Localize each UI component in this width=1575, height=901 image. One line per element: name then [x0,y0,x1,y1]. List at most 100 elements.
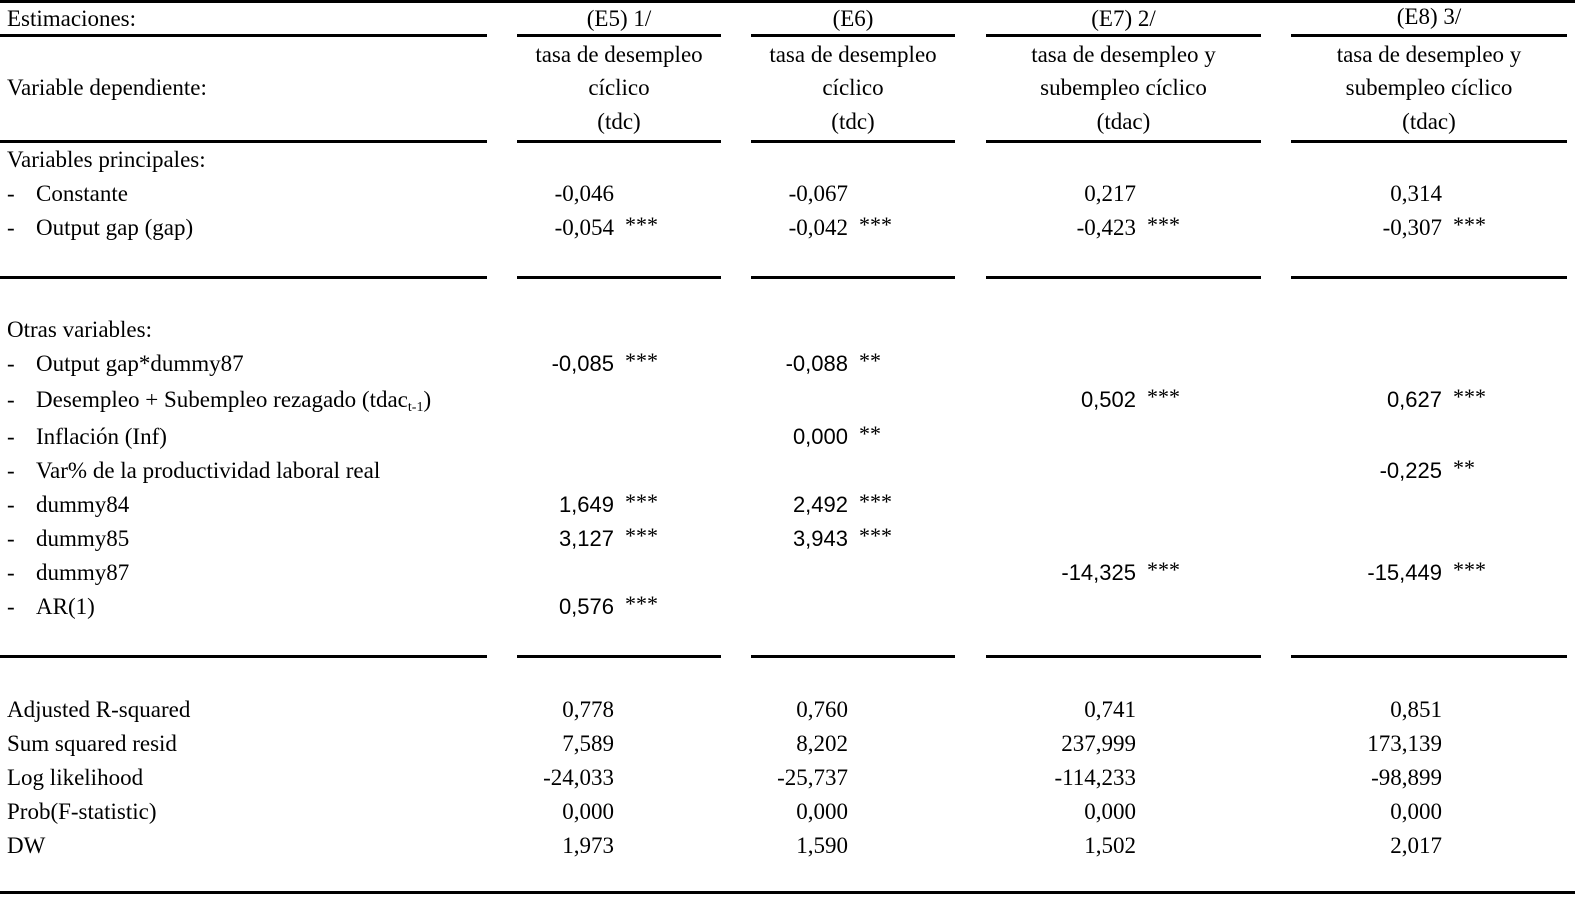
stat-value: 1,502 [1084,833,1136,858]
significance-stars: ** [1453,455,1475,480]
stat-value: 0,000 [796,799,848,824]
main-section-rule [751,276,955,279]
significance-stars: *** [625,489,658,514]
cell-value: 0,000 [792,424,848,449]
dep-var-rule [751,140,955,143]
stat-value: 0,760 [796,697,848,722]
cell-value: -0,085 [551,351,614,376]
cell-value: -0,067 [788,181,848,206]
cell-value: 2,492 [792,492,848,517]
cell-value: 1,649 [558,492,614,517]
row-label: AR(1) [36,594,95,619]
row-label: Var% de la productividad laboral real [36,458,381,483]
row-dash: - [7,594,15,619]
stat-value: 237,999 [1061,731,1136,756]
dep-var-label: Variable dependiente: [7,75,207,100]
cell-value: 0,502 [1080,387,1136,412]
row-label: Output gap*dummy87 [36,351,244,376]
row-dash: - [7,560,15,585]
column-id: (E6) [832,6,874,31]
dep-var-line: (tdc) [597,109,641,134]
stat-value: -98,899 [1371,765,1442,790]
stat-value: 0,741 [1084,697,1136,722]
row-label: Output gap (gap) [36,215,194,240]
significance-stars: *** [859,523,892,548]
row-dash: - [7,181,15,206]
section-title: Otras variables: [7,317,152,342]
cell-value: -0,046 [554,181,614,206]
row-label: dummy85 [36,526,130,551]
significance-stars: *** [625,212,658,237]
stat-value: 8,202 [796,731,848,756]
dep-var-line: (tdc) [831,109,875,134]
stat-value: 0,000 [562,799,614,824]
stat-value: 173,139 [1367,731,1442,756]
stat-value: 1,590 [796,833,848,858]
row-label: Inflación (Inf) [36,424,167,449]
dep-var-line: tasa de desempleo y [1031,42,1216,67]
stat-value: 0,000 [1390,799,1442,824]
stat-label: Log likelihood [7,765,144,790]
estimaciones-label: Estimaciones: [7,6,137,31]
other-section-rule [986,655,1261,658]
row-label: dummy87 [36,560,130,585]
main-section-rule [986,276,1261,279]
cell-value: 0,576 [558,594,614,619]
cell-value: 3,943 [792,526,848,551]
header-rule [517,34,721,37]
stat-value: 0,000 [1084,799,1136,824]
dep-var-line: subempleo cíclico [1040,75,1207,100]
stat-label: Prob(F-statistic) [7,799,157,824]
stat-label: Adjusted R-squared [7,697,191,722]
row-dash: - [7,351,15,376]
dep-var-rule [1291,140,1567,143]
significance-stars: *** [1453,557,1486,582]
stat-label: Sum squared resid [7,731,177,756]
section-title: Variables principales: [7,147,206,172]
significance-stars: *** [859,489,892,514]
bottom-rule [0,891,1575,894]
column-id: (E8) 3/ [1396,4,1462,29]
dep-var-rule [517,140,721,143]
row-dash: - [7,492,15,517]
main-section-rule [0,276,487,279]
row-dash: - [7,526,15,551]
significance-stars: *** [1453,212,1486,237]
header-rule [1291,34,1567,37]
dep-var-line: (tdac) [1096,109,1151,134]
dep-var-line: tasa de desempleo y [1336,42,1522,67]
dep-var-line: (tdac) [1402,109,1456,134]
stat-value: 7,589 [562,731,614,756]
stat-value: -114,233 [1054,765,1136,790]
header-rule [0,34,487,37]
other-section-rule [0,655,487,658]
significance-stars: *** [1147,384,1180,409]
stat-value: 1,973 [562,833,614,858]
dep-var-line: tasa de desempleo [769,42,937,67]
significance-stars: *** [1453,384,1486,409]
dep-var-rule [986,140,1261,143]
dep-var-line: tasa de desempleo [535,42,703,67]
main-section-rule [1291,276,1567,279]
significance-stars: *** [625,348,658,373]
main-section-rule [517,276,721,279]
cell-value: -0,088 [785,351,848,376]
cell-value: -0,423 [1076,215,1136,240]
dep-var-line: subempleo cíclico [1345,75,1513,100]
cell-value: 0,217 [1084,181,1136,206]
cell-value: 0,314 [1390,181,1442,206]
row-label-subscript: t-1 [407,400,424,415]
stat-label: DW [7,833,46,858]
cell-value: -0,225 [1379,458,1442,483]
cell-value: -0,054 [554,215,614,240]
significance-stars: *** [625,591,658,616]
stat-value: 0,851 [1390,697,1442,722]
cell-value: -0,307 [1382,215,1442,240]
row-dash: - [7,387,15,412]
cell-value: -14,325 [1061,560,1136,585]
significance-stars: ** [859,348,881,373]
header-rule [986,34,1261,37]
cell-value: -15,449 [1367,560,1442,585]
column-id: (E5) 1/ [586,6,652,31]
other-section-rule [1291,655,1567,658]
